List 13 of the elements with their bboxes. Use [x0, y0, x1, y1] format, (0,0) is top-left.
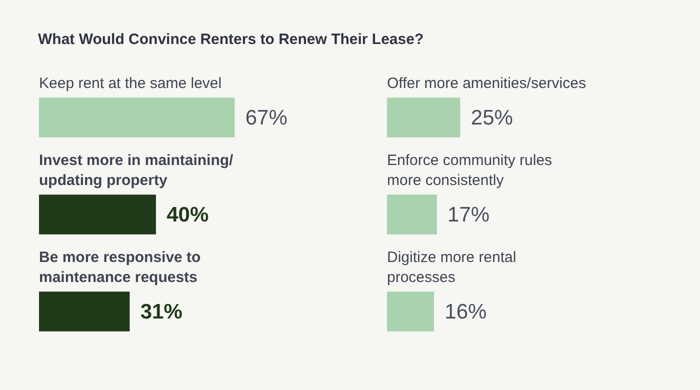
category-label: Be more responsive to maintenance requests — [39, 249, 201, 286]
category-label: Digitize more rental processes — [387, 249, 516, 286]
data-label: 31% — [140, 300, 183, 324]
data-label: 16% — [444, 300, 487, 324]
category-label: Keep rent at the same level — [39, 75, 222, 92]
category-label: Enforce community rules more consistently — [387, 152, 552, 189]
data-label: 25% — [470, 106, 513, 130]
data-label: 67% — [245, 106, 288, 130]
category-label: Offer more amenities/services — [387, 75, 586, 92]
data-label: 40% — [166, 203, 209, 226]
data-label: 17% — [448, 203, 490, 226]
chart-title: What Would Convince Renters to Renew Their Lease? — [38, 31, 424, 48]
category-label: Invest more in maintaining/ updating property — [39, 152, 234, 189]
